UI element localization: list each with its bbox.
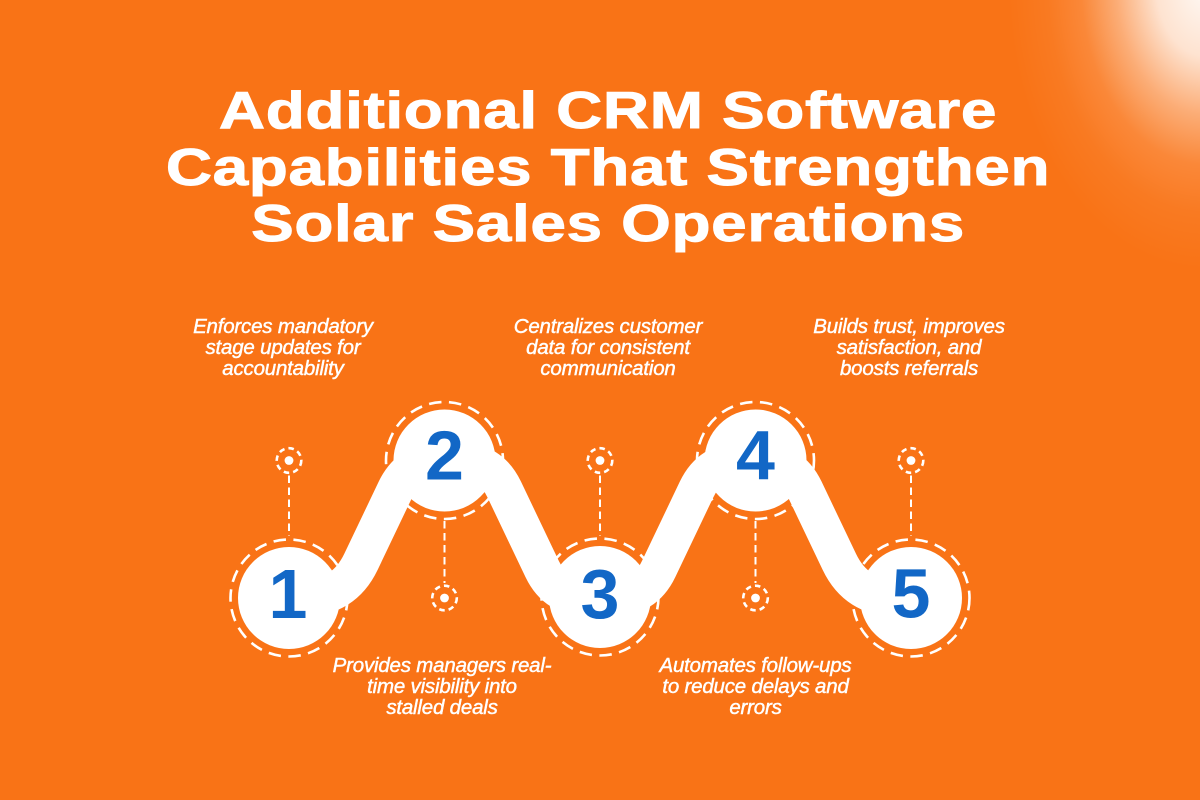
svg-text:5: 5 [892,555,931,633]
svg-text:2: 2 [425,417,464,495]
svg-text:4: 4 [736,417,775,495]
svg-text:3: 3 [581,555,620,633]
svg-text:1: 1 [269,555,308,633]
